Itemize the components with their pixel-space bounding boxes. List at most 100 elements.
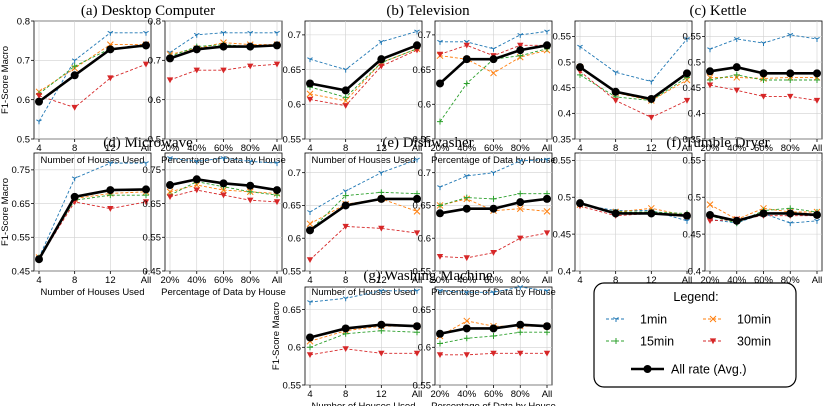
data-point: [517, 329, 524, 336]
series-line: [709, 84, 818, 101]
data-point: [306, 220, 314, 228]
data-point: [413, 322, 421, 331]
data-point: [377, 194, 386, 203]
series-30min: [306, 346, 421, 359]
data-point: [462, 204, 471, 213]
x-tick-label: 40%: [457, 143, 477, 154]
data-point: [683, 211, 691, 220]
data-point: [760, 41, 767, 47]
x-tick-label: 40%: [727, 275, 747, 286]
data-point: [759, 209, 768, 218]
data-point: [70, 192, 79, 201]
y-tick-label: 0.6: [418, 343, 431, 354]
series-line: [38, 194, 146, 258]
data-point: [733, 87, 740, 94]
x-tick-label: All: [542, 389, 553, 400]
data-point: [378, 225, 385, 232]
series-line: [709, 74, 817, 81]
data-point: [142, 185, 150, 194]
x-tick-label: 20%: [160, 275, 180, 286]
x-tick-label: 8: [613, 275, 618, 286]
data-point: [306, 226, 314, 235]
series-line: [309, 48, 418, 98]
data-point: [786, 209, 795, 218]
y-tick-label: 0.55: [683, 156, 702, 167]
series-line: [38, 191, 147, 258]
data-point: [516, 46, 525, 55]
data-point: [192, 175, 201, 184]
y-tick-label: 0.45: [553, 83, 572, 94]
series-all-rate-avg-: [306, 320, 421, 342]
data-point: [341, 201, 350, 210]
x-tick-label: All: [412, 275, 423, 286]
data-point: [647, 94, 656, 103]
y-tick-label: 0.55: [283, 266, 302, 277]
y-tick-label: 0.55: [413, 134, 432, 145]
series-line: [710, 76, 817, 79]
x-tick-label: 80%: [781, 275, 801, 286]
data-point: [220, 156, 227, 162]
data-point: [71, 104, 78, 111]
x-tick-label: 60%: [214, 143, 234, 154]
data-point: [611, 87, 620, 96]
data-point: [683, 69, 691, 78]
data-point: [463, 194, 470, 201]
series-1min: [707, 32, 820, 53]
series-all-rate-avg-: [706, 209, 821, 225]
x-tick-label: 20%: [430, 389, 450, 400]
x-tick-label: 8: [343, 275, 348, 286]
y-tick-label: 0.55: [413, 380, 432, 391]
data-point: [414, 157, 420, 163]
series-10min: [35, 41, 150, 96]
data-point: [246, 181, 255, 190]
data-point: [814, 77, 820, 83]
x-tick-label: 80%: [241, 275, 261, 286]
data-point: [192, 45, 201, 54]
data-point: [706, 210, 714, 219]
series-all-rate-avg-: [306, 194, 421, 235]
data-point: [463, 255, 470, 262]
series-line: [579, 201, 688, 217]
data-point: [437, 340, 443, 347]
legend-marker: [613, 338, 619, 344]
y-tick-label: 0.5: [148, 134, 161, 145]
series-1min: [36, 161, 149, 261]
data-point: [342, 192, 349, 199]
data-point: [70, 71, 79, 80]
x-tick-label: 20%: [430, 143, 450, 154]
x-tick-label: 20%: [430, 275, 450, 286]
legend-item: 15min: [606, 335, 674, 349]
data-point: [378, 170, 385, 176]
chart-panel-c1: 0.35 0.4 0.45 0.5 0.55 4 8 12 All: [553, 20, 693, 154]
y-tick-label: 0.65: [143, 199, 162, 210]
x-tick-label: 4: [307, 389, 312, 400]
series-30min: [306, 223, 421, 264]
axes-frame: [304, 286, 423, 386]
series-line: [309, 290, 417, 303]
data-point: [462, 324, 471, 333]
data-point: [414, 288, 420, 294]
x-tick-label: 4: [577, 275, 582, 286]
y-tick-label: 0.55: [553, 32, 572, 43]
x-tick-label: 80%: [511, 275, 531, 286]
data-point: [274, 30, 280, 36]
y-tick-label: 0.65: [413, 201, 432, 212]
data-point: [306, 333, 314, 342]
series-line: [309, 30, 418, 71]
data-point: [490, 195, 497, 202]
data-point: [342, 296, 349, 302]
series-30min: [436, 350, 551, 359]
data-point: [306, 79, 314, 88]
data-point: [71, 63, 78, 70]
x-tick-label: 4: [577, 143, 582, 154]
data-point: [490, 290, 497, 296]
x-tick-label: 80%: [241, 143, 261, 154]
series-line: [169, 157, 278, 164]
data-point: [166, 54, 174, 63]
x-tick-label: 12: [646, 143, 657, 154]
y-tick-label: 0.4: [688, 266, 701, 277]
y-tick-label: 0.7: [288, 168, 301, 179]
